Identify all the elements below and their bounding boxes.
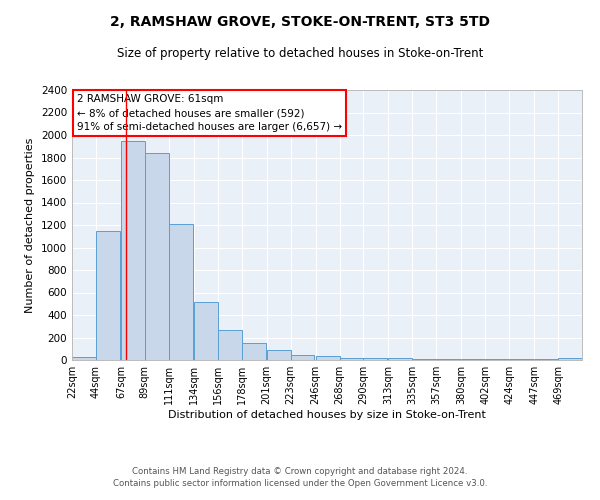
Bar — [72, 356, 96, 360]
X-axis label: Distribution of detached houses by size in Stoke-on-Trent: Distribution of detached houses by size … — [168, 410, 486, 420]
Text: 2, RAMSHAW GROVE, STOKE-ON-TRENT, ST3 5TD: 2, RAMSHAW GROVE, STOKE-ON-TRENT, ST3 5T… — [110, 15, 490, 29]
Bar — [412, 359, 436, 360]
Y-axis label: Number of detached properties: Number of detached properties — [25, 138, 35, 312]
Bar — [316, 356, 340, 360]
Text: Contains HM Land Registry data © Crown copyright and database right 2024.
Contai: Contains HM Land Registry data © Crown c… — [113, 466, 487, 487]
Bar — [290, 355, 314, 360]
Text: 2 RAMSHAW GROVE: 61sqm
← 8% of detached houses are smaller (592)
91% of semi-det: 2 RAMSHAW GROVE: 61sqm ← 8% of detached … — [77, 94, 342, 132]
Bar — [169, 224, 193, 360]
Bar — [194, 302, 218, 360]
Bar — [218, 330, 242, 360]
Bar — [364, 358, 388, 360]
Bar — [558, 358, 582, 360]
Bar — [242, 342, 266, 360]
Bar — [145, 153, 169, 360]
Bar — [121, 140, 145, 360]
Bar — [388, 358, 412, 360]
Bar — [266, 350, 290, 360]
Bar — [340, 358, 364, 360]
Bar — [96, 230, 120, 360]
Text: Size of property relative to detached houses in Stoke-on-Trent: Size of property relative to detached ho… — [117, 48, 483, 60]
